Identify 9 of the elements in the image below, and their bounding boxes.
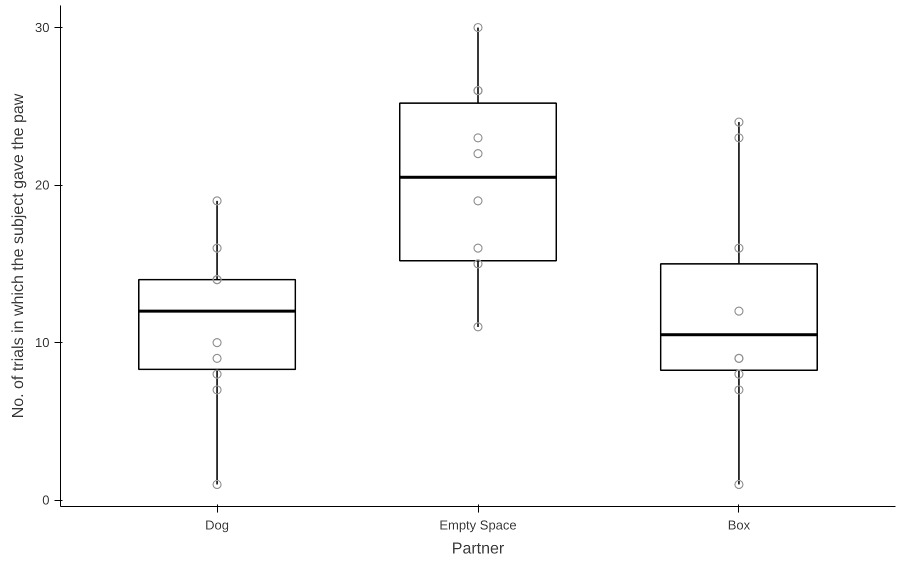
- x-tick-label: Dog: [205, 518, 229, 532]
- x-tick-label: Empty Space: [439, 518, 517, 532]
- x-tick-label: Box: [728, 518, 751, 532]
- y-tick-label: 10: [35, 335, 50, 350]
- x-axis-title: Partner: [452, 540, 505, 558]
- y-tick-label: 0: [42, 492, 50, 508]
- y-tick-label: 20: [35, 178, 50, 193]
- y-axis-title: No. of trials in which the subject gave the paw: [10, 93, 28, 418]
- y-tick-label: 30: [35, 20, 50, 36]
